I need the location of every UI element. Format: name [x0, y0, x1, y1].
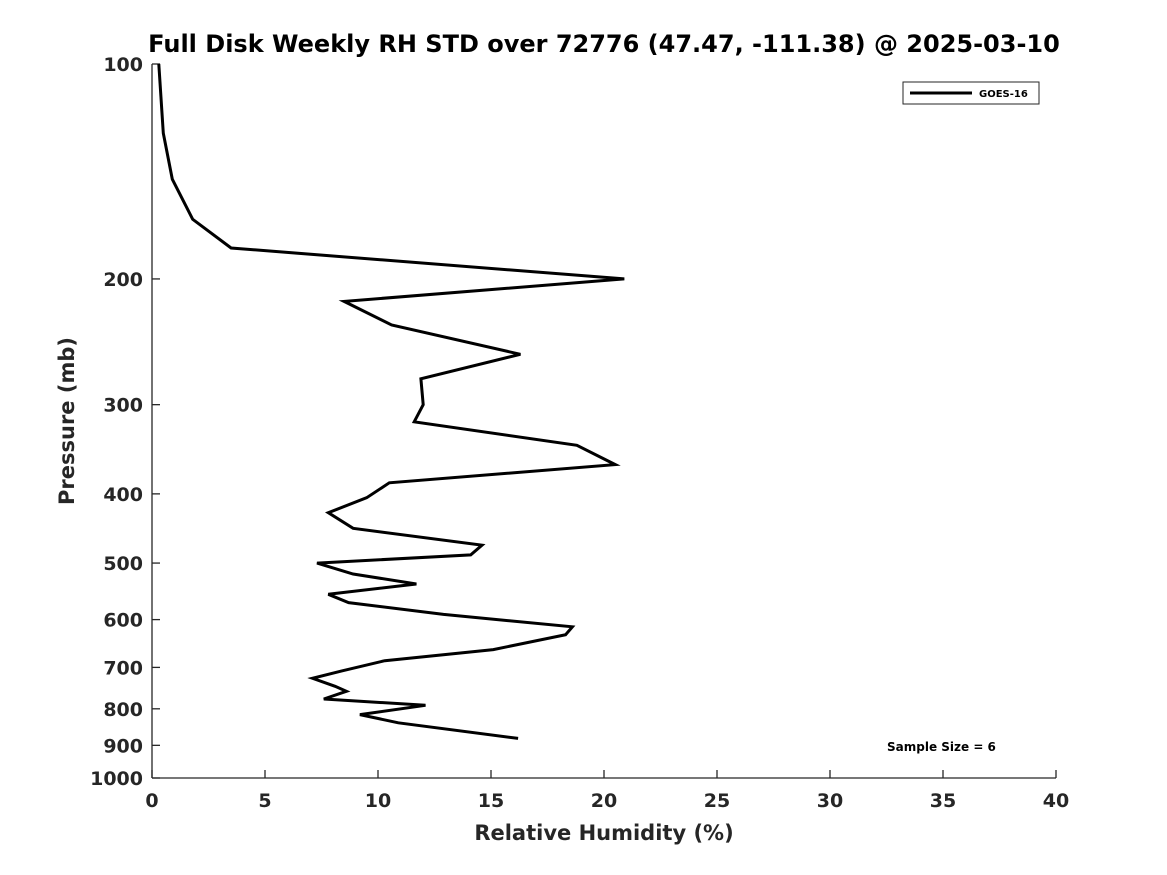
x-tick-label: 35	[930, 790, 956, 812]
y-axis-ticks: 100 200 300 400 500 600 700 800 900 1000	[90, 54, 160, 790]
x-tick-label: 30	[817, 790, 843, 812]
series-layer	[157, 63, 625, 740]
x-axis-label: Relative Humidity (%)	[474, 821, 733, 845]
y-tick-label: 900	[103, 735, 143, 757]
x-tick-label: 20	[591, 790, 617, 812]
y-tick-label: 800	[103, 699, 143, 721]
x-tick-label: 0	[145, 790, 158, 812]
y-tick-label: 400	[103, 484, 143, 506]
legend: GOES-16	[902, 81, 1040, 105]
y-tick-label: 1000	[90, 768, 143, 790]
y-tick-label: 700	[103, 657, 143, 679]
x-tick-label: 25	[704, 790, 730, 812]
y-tick-label: 300	[103, 395, 143, 417]
y-tick-label: 200	[103, 269, 143, 291]
sample-size-annotation: Sample Size = 6	[887, 740, 996, 754]
legend-label-goes-16: GOES-16	[979, 89, 1028, 100]
y-tick-label: 100	[103, 54, 143, 76]
series-line-goes-16	[157, 63, 625, 740]
y-tick-label: 500	[103, 553, 143, 575]
x-axis-ticks: 0 5 10 15 20 25 30 35 40	[145, 770, 1069, 812]
chart-title: Full Disk Weekly RH STD over 72776 (47.4…	[148, 30, 1060, 58]
y-tick-label: 600	[103, 610, 143, 632]
x-tick-label: 10	[365, 790, 391, 812]
x-tick-label: 40	[1043, 790, 1069, 812]
x-tick-label: 15	[478, 790, 504, 812]
y-axis-label: Pressure (mb)	[55, 337, 79, 505]
x-tick-label: 5	[258, 790, 271, 812]
